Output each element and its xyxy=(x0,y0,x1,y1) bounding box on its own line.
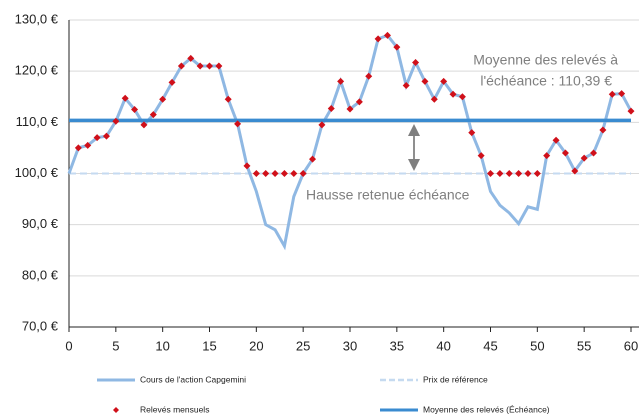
legend-label: Cours de l'action Capgemini xyxy=(140,374,246,384)
marker xyxy=(487,170,494,177)
legend-label: Moyenne des relevés (Échéance) xyxy=(423,404,550,414)
marker xyxy=(159,95,167,103)
marker xyxy=(271,170,279,177)
marker xyxy=(346,105,354,113)
marker xyxy=(412,58,420,66)
annotation: l'échéance : 110,39 € xyxy=(480,73,612,89)
marker xyxy=(505,170,513,177)
marker xyxy=(290,170,298,177)
marker xyxy=(318,121,326,129)
marker xyxy=(552,136,560,144)
marker xyxy=(140,121,148,129)
marker xyxy=(393,43,401,51)
legend-label: Prix de référence xyxy=(423,374,488,384)
marker xyxy=(337,77,345,85)
marker xyxy=(112,117,120,125)
marker xyxy=(234,120,242,128)
x-tick-label: 30 xyxy=(343,338,357,353)
x-tick-label: 60 xyxy=(624,338,638,353)
annotation: Hausse retenue échéance xyxy=(306,187,470,203)
marker xyxy=(449,90,457,98)
marker xyxy=(355,98,363,106)
marker xyxy=(496,170,504,177)
x-tick-label: 50 xyxy=(530,338,544,353)
marker xyxy=(580,154,588,162)
legend-label: Relevés mensuels xyxy=(140,404,209,414)
marker xyxy=(543,152,551,160)
marker xyxy=(590,149,598,157)
marker xyxy=(121,94,129,102)
x-tick-label: 35 xyxy=(390,338,404,353)
x-tick-label: 25 xyxy=(296,338,310,353)
marker xyxy=(627,107,635,115)
marker xyxy=(440,77,448,85)
marker xyxy=(561,149,569,157)
marker xyxy=(206,62,213,70)
x-tick-label: 45 xyxy=(483,338,497,353)
marker xyxy=(309,155,317,163)
marker xyxy=(618,90,626,98)
x-tick-label: 10 xyxy=(155,338,169,353)
y-tick-label: 120,0 € xyxy=(15,63,59,78)
marker xyxy=(131,106,139,114)
y-tick-label: 90,0 € xyxy=(22,216,59,231)
marker xyxy=(515,170,523,177)
marker xyxy=(224,95,232,103)
annotation: Moyenne des relevés à xyxy=(473,52,618,68)
y-tick-label: 130,0 € xyxy=(15,11,59,26)
marker xyxy=(524,170,532,177)
marker xyxy=(458,93,466,101)
marker xyxy=(533,170,541,177)
marker xyxy=(468,129,476,137)
marker xyxy=(365,72,373,80)
marker xyxy=(402,81,410,89)
marker xyxy=(168,78,176,86)
legend-swatch xyxy=(113,407,119,413)
y-tick-label: 80,0 € xyxy=(22,267,59,282)
marker xyxy=(421,77,429,85)
y-tick-label: 100,0 € xyxy=(15,165,59,180)
marker xyxy=(571,167,579,175)
marker xyxy=(102,132,110,140)
marker xyxy=(177,62,185,70)
marker xyxy=(149,111,157,119)
marker xyxy=(374,35,382,43)
x-tick-label: 5 xyxy=(112,338,119,353)
x-tick-label: 55 xyxy=(577,338,591,353)
marker xyxy=(430,95,438,103)
marker xyxy=(187,54,195,62)
x-tick-label: 40 xyxy=(436,338,450,353)
marker xyxy=(93,134,101,142)
marker xyxy=(252,170,260,177)
marker xyxy=(243,162,251,170)
y-tick-label: 110,0 € xyxy=(16,114,59,129)
marker xyxy=(477,152,485,160)
x-tick-label: 0 xyxy=(65,338,72,353)
marker xyxy=(327,105,335,113)
marker xyxy=(599,126,607,134)
marker xyxy=(74,144,82,152)
y-tick-label: 70,0 € xyxy=(22,318,59,333)
marker xyxy=(383,31,391,39)
marker xyxy=(280,170,288,177)
marker xyxy=(299,170,307,177)
marker xyxy=(84,141,92,149)
marker xyxy=(262,170,270,177)
x-tick-label: 15 xyxy=(202,338,216,353)
marker xyxy=(196,62,204,70)
marker xyxy=(215,62,223,70)
x-tick-label: 20 xyxy=(249,338,263,353)
marker xyxy=(608,90,616,98)
